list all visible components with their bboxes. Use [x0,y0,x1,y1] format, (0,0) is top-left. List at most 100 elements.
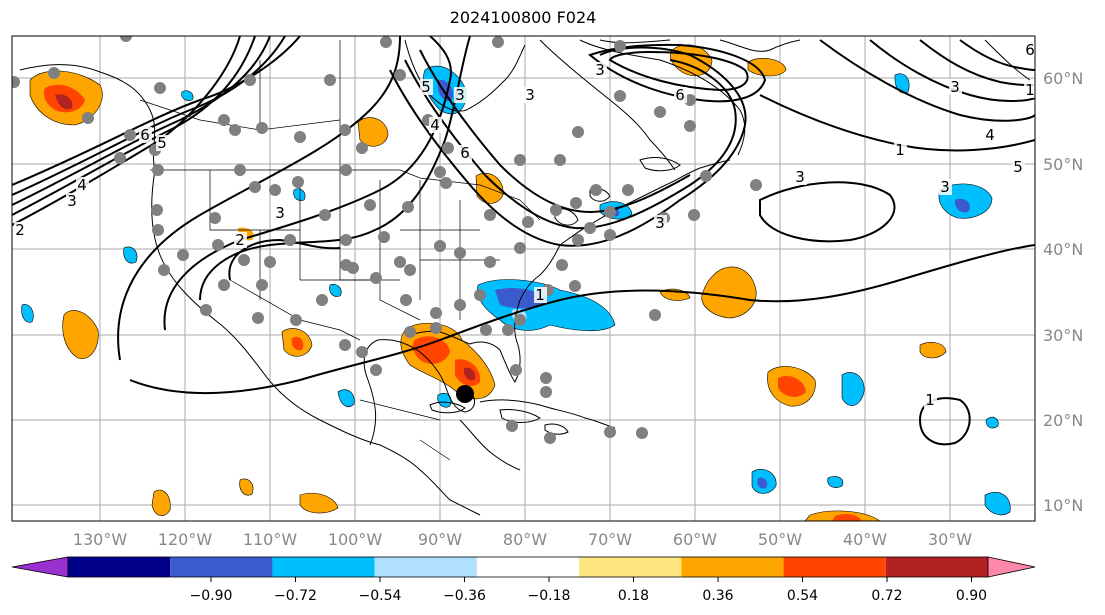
station-dot [177,249,189,261]
station-dot [152,164,164,176]
contour-label-bg [924,392,937,408]
contour-label-bg [459,145,472,161]
storm-center-marker [456,385,474,403]
station-dot [554,154,566,166]
station-dot [249,181,261,193]
station-dot [364,199,376,211]
contour-label: 5 [157,134,167,152]
lon-label: 60°W [673,530,717,549]
colorbar-segment [783,557,886,577]
station-dot [572,126,584,138]
contour-label-bg [894,142,907,158]
station-dot [434,240,446,252]
station-dot [540,372,552,384]
station-dot [124,129,136,141]
station-dot [402,201,414,213]
station-dot [434,166,446,178]
lon-label: 30°W [928,530,972,549]
contour-label-bg [429,117,442,133]
colorbar-segment [476,557,580,577]
station-dot [209,212,221,224]
station-dot [604,229,616,241]
contour-label-bg [156,135,169,151]
lat-label: 40°N [1043,240,1083,259]
station-dot [544,432,556,444]
station-dot [400,294,412,306]
contour-label-bg [949,79,962,95]
colorbar: −0.90 −0.72 −0.54 −0.36 −0.18 0.18 0.36 0.54 0.7… [11,556,1036,604]
station-dot [340,164,352,176]
contour-label-bg [454,87,467,103]
colorbar-tick-label: −0.36 [443,588,486,604]
lon-label: 100°W [328,530,383,549]
contour-label: 1 [895,141,905,159]
station-dot [570,197,582,209]
station-dot [492,36,504,48]
station-dot [82,112,94,124]
station-dot [480,324,492,336]
station-dot [256,122,268,134]
contour-label: 5 [421,78,431,96]
station-dot [649,309,661,321]
station-dot [700,170,712,182]
lat-label: 10°N [1043,496,1083,515]
station-dot [556,259,568,271]
station-dot [614,90,626,102]
colorbar-tick-label: 0.18 [618,588,649,604]
colorbar-tick-label: 0.36 [702,588,733,604]
station-dot [590,184,602,196]
map-title: 2024100800 F024 [449,8,597,27]
contour-label-bg [139,127,152,143]
contour-label: 1 [1025,81,1035,99]
lat-label: 60°N [1043,69,1083,88]
contour-label: 2 [15,221,25,239]
colorbar-tick-label: −0.54 [359,588,402,604]
contour-label: 5 [1013,158,1023,176]
contour-label: 1 [925,391,935,409]
colorbar-over-extend [987,556,1036,578]
lon-label: 80°W [503,530,547,549]
colorbar-under-extend [11,556,69,578]
colorbar-tick-label: −0.90 [190,588,233,604]
station-dot [550,204,562,216]
contour-lines [12,36,1035,446]
colorbar-segment [681,557,784,577]
lat-label: 20°N [1043,411,1083,430]
station-dot [324,74,336,86]
shaded-anomalies [21,44,1011,521]
station-dot [284,234,296,246]
station-dot [380,36,392,48]
colorbar-segment [170,557,273,577]
contour-label-bg [76,177,89,193]
station-dot [151,204,163,216]
station-dot [622,184,634,196]
station-dot [572,234,584,246]
contour-label: 3 [655,214,665,232]
contour-label: 6 [460,144,470,162]
contour-label-bg [1024,42,1035,58]
station-dot [340,234,352,246]
station-dot [238,254,250,266]
lat-label: 50°N [1043,155,1083,174]
latitude-labels: 60°N 50°N 40°N 30°N 20°N 10°N [1043,69,1083,515]
station-dot [252,312,264,324]
station-dot [454,299,466,311]
station-dot [356,142,368,154]
lon-label: 90°W [418,530,462,549]
colorbar-tick-label: 0.90 [956,588,987,604]
station-dot [234,164,246,176]
station-dot [356,346,368,358]
contour-label-bg [794,169,807,185]
contour-label: 3 [455,86,465,104]
contour-label-bg [939,179,952,195]
contour-label-bg [594,62,607,78]
colorbar-segment [68,557,171,577]
station-dot [604,426,616,438]
contour-label: 3 [940,178,950,196]
contour-label-bg [654,215,667,231]
station-dot [12,76,20,88]
station-dot [339,124,351,136]
lon-label: 70°W [588,530,632,549]
